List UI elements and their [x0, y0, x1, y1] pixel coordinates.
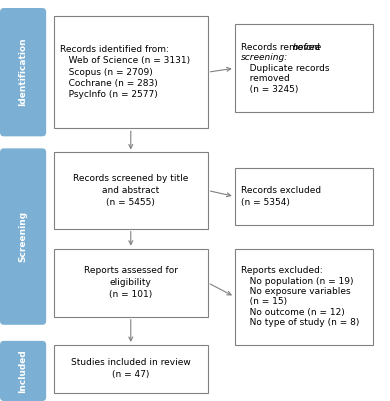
Text: Records excluded: Records excluded — [241, 186, 321, 195]
Text: No population (n = 19): No population (n = 19) — [241, 277, 353, 286]
FancyBboxPatch shape — [54, 345, 208, 393]
FancyBboxPatch shape — [54, 16, 208, 128]
Text: (n = 101): (n = 101) — [109, 290, 152, 299]
Text: before: before — [293, 43, 322, 52]
Text: PsycInfo (n = 2577): PsycInfo (n = 2577) — [60, 90, 158, 99]
Text: and abstract: and abstract — [102, 186, 160, 195]
Text: Reports excluded:: Reports excluded: — [241, 266, 323, 275]
Text: Included: Included — [19, 349, 28, 393]
Text: Web of Science (n = 3131): Web of Science (n = 3131) — [60, 57, 190, 65]
Text: Reports assessed for: Reports assessed for — [84, 266, 178, 275]
Text: No exposure variables: No exposure variables — [241, 287, 351, 296]
FancyBboxPatch shape — [235, 168, 373, 225]
Text: (n = 15): (n = 15) — [241, 298, 287, 306]
Text: Screening: Screening — [19, 211, 28, 262]
Text: removed: removed — [241, 74, 289, 83]
FancyBboxPatch shape — [54, 249, 208, 317]
Text: Records screened by title: Records screened by title — [73, 174, 188, 183]
Text: Duplicate records: Duplicate records — [241, 64, 329, 73]
Text: Records identified from:: Records identified from: — [60, 45, 169, 54]
FancyBboxPatch shape — [235, 24, 373, 112]
FancyBboxPatch shape — [0, 148, 46, 325]
Text: No type of study (n = 8): No type of study (n = 8) — [241, 318, 359, 327]
Text: Studies included in review: Studies included in review — [71, 358, 191, 367]
Text: Scopus (n = 2709): Scopus (n = 2709) — [60, 68, 153, 77]
Text: eligibility: eligibility — [110, 278, 152, 287]
Text: No outcome (n = 12): No outcome (n = 12) — [241, 308, 344, 317]
FancyBboxPatch shape — [235, 249, 373, 345]
Text: Records removed: Records removed — [241, 43, 323, 52]
Text: Identification: Identification — [19, 38, 28, 107]
Text: (n = 5354): (n = 5354) — [241, 198, 290, 207]
Text: (n = 5455): (n = 5455) — [106, 198, 155, 207]
FancyBboxPatch shape — [0, 8, 46, 136]
Text: (n = 47): (n = 47) — [112, 371, 149, 379]
Text: (n = 3245): (n = 3245) — [241, 85, 298, 93]
Text: Cochrane (n = 283): Cochrane (n = 283) — [60, 79, 158, 88]
FancyBboxPatch shape — [54, 152, 208, 229]
Text: screening:: screening: — [241, 53, 288, 62]
FancyBboxPatch shape — [0, 341, 46, 401]
